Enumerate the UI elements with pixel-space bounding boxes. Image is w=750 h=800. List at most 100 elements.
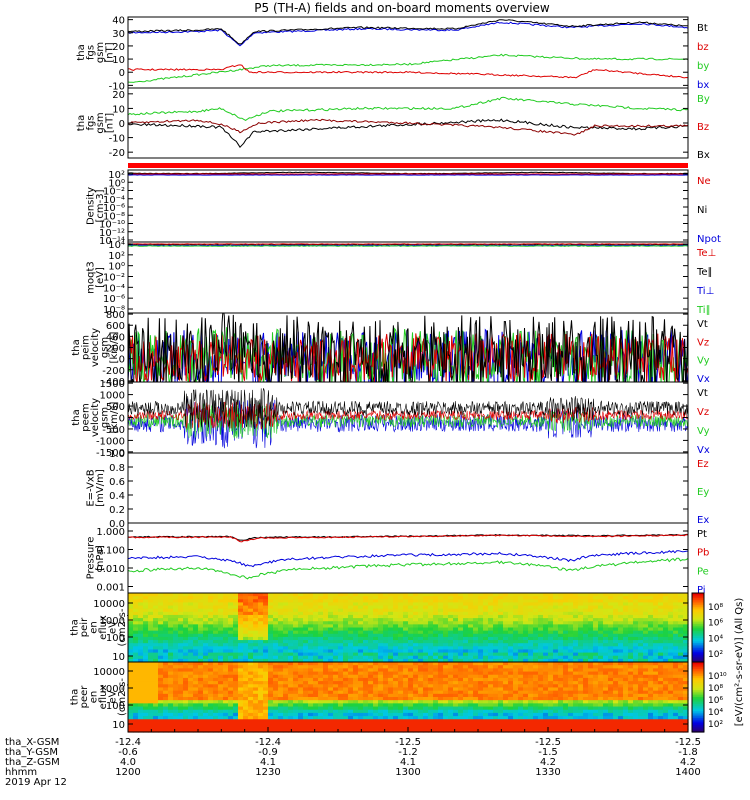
spec-cell — [188, 649, 194, 654]
spec-cell — [188, 627, 194, 632]
spec-cell — [513, 621, 519, 625]
spec-cell — [568, 618, 574, 622]
spec-cell — [643, 627, 649, 632]
spec-cell — [503, 646, 509, 651]
spec-cell — [423, 681, 429, 685]
spec-cell — [333, 719, 339, 724]
spec-cell — [513, 646, 519, 651]
spec-cell — [668, 640, 674, 644]
spec-cell — [188, 655, 194, 660]
spec-cell — [258, 703, 264, 708]
spec-cell — [218, 697, 224, 701]
spec-cell — [378, 725, 384, 730]
spec-cell — [658, 646, 664, 651]
y-tick-label: 10⁻⁴ — [103, 195, 125, 206]
spec-cell — [358, 703, 364, 708]
spec-cell — [508, 646, 514, 651]
spec-cell — [308, 630, 314, 635]
spec-cell — [593, 709, 599, 714]
spec-cell — [243, 596, 249, 600]
spec-cell — [228, 681, 234, 685]
spec-cell — [473, 658, 479, 663]
spec-cell — [213, 658, 219, 663]
spec-cell — [483, 621, 489, 625]
spec-cell — [448, 649, 454, 654]
spec-cell — [153, 621, 159, 625]
spec-cell — [443, 627, 449, 632]
spec-cell — [293, 677, 299, 682]
spec-cell — [173, 693, 179, 698]
spec-cell — [253, 640, 259, 644]
spec-cell — [678, 627, 684, 632]
spec-cell — [643, 646, 649, 651]
spec-cell — [528, 703, 534, 708]
spec-cell — [488, 605, 494, 610]
spec-cell — [538, 697, 544, 701]
spec-cell — [228, 614, 234, 619]
spec-cell — [373, 646, 379, 651]
spec-cell — [278, 690, 284, 695]
spec-cell — [393, 706, 399, 711]
spec-cell — [243, 630, 249, 635]
spec-cell — [613, 712, 619, 717]
spec-cell — [188, 700, 194, 704]
spec-cell — [208, 643, 214, 647]
spec-cell — [393, 611, 399, 616]
spec-cell — [618, 719, 624, 724]
spec-cell — [203, 687, 209, 692]
spec-cell — [378, 643, 384, 647]
spec-cell — [218, 662, 224, 666]
spec-cell — [533, 719, 539, 724]
spec-cell — [218, 725, 224, 730]
spec-cell — [468, 700, 474, 704]
spec-cell — [623, 725, 629, 730]
spec-cell — [423, 719, 429, 724]
spec-cell — [398, 677, 404, 682]
spec-cell — [533, 684, 539, 689]
spec-cell — [593, 725, 599, 730]
spec-cell — [628, 674, 634, 679]
spec-cell — [228, 700, 234, 704]
spec-cell — [183, 728, 189, 733]
spec-cell — [238, 630, 244, 635]
y-tick-label: 30 — [112, 29, 125, 40]
spec-cell — [548, 684, 554, 689]
spec-cell — [153, 709, 159, 714]
spec-cell — [153, 649, 159, 654]
spec-cell — [153, 671, 159, 676]
spec-cell — [458, 614, 464, 619]
spec-cell — [548, 706, 554, 711]
spec-cell — [163, 655, 169, 660]
spec-cell — [538, 728, 544, 733]
spec-cell — [578, 636, 584, 641]
spec-cell — [508, 624, 514, 629]
spec-cell — [433, 646, 439, 651]
spec-cell — [628, 681, 634, 685]
spec-cell — [348, 665, 354, 669]
spec-cell — [603, 719, 609, 724]
spec-cell — [588, 646, 594, 651]
spec-cell — [253, 706, 259, 711]
spec-cell — [253, 614, 259, 619]
spec-cell — [448, 633, 454, 638]
spec-cell — [478, 709, 484, 714]
spec-cell — [398, 633, 404, 638]
spec-cell — [203, 611, 209, 616]
spec-cell — [238, 646, 244, 651]
spec-cell — [393, 722, 399, 727]
spec-cell — [543, 633, 549, 638]
spec-cell — [468, 652, 474, 657]
panel-1-ylabel: thafgsgsm[nT] — [76, 42, 116, 63]
spec-cell — [338, 596, 344, 600]
spec-cell — [418, 674, 424, 679]
spec-cell — [363, 658, 369, 663]
spec-cell — [198, 719, 204, 724]
spec-cell — [618, 690, 624, 695]
spec-cell — [543, 716, 549, 720]
spec-cell — [253, 687, 259, 692]
spec-cell — [258, 649, 264, 654]
spec-cell — [178, 649, 184, 654]
spec-cell — [158, 593, 164, 597]
spec-cell — [493, 671, 499, 676]
spec-cell — [613, 665, 619, 669]
